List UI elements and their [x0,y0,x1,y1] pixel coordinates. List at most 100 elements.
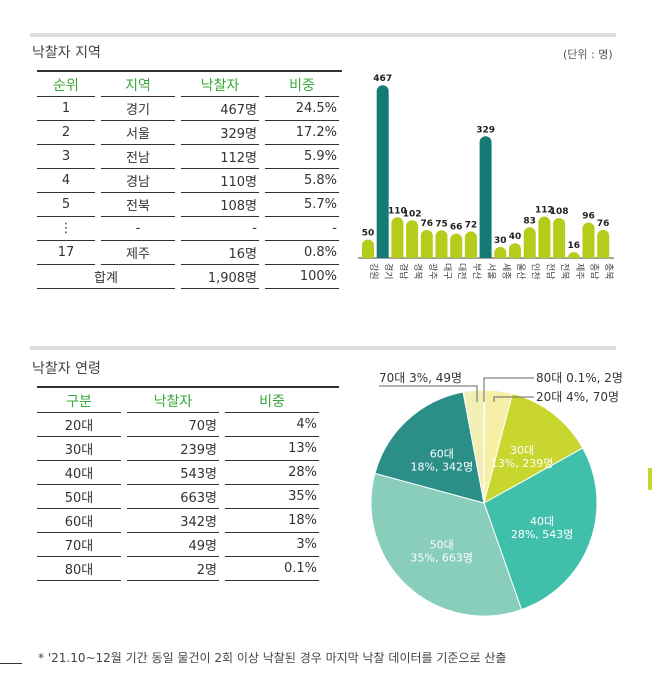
x-tick-label: 대전 [456,263,467,280]
table-cell: 35% [225,485,319,509]
x-tick-label: 충북 [603,263,614,280]
pie-label-30대: 30대 13%, 239명 [491,444,554,470]
x-tick-label: 전남 [544,263,555,280]
bar-충북 [597,229,610,258]
bar-광주 [420,229,433,258]
x-tick-label: 경북 [412,263,424,280]
table-row: 1 경기 467명 24.5% [37,97,339,121]
x-tick-label: 울산 [515,263,526,280]
bar-전북 [553,218,566,258]
table-cell: 543명 [127,461,219,485]
x-tick-label: 전북 [559,263,570,280]
total-row: 합계 1,908명 100% [37,265,339,289]
pie-slice-60대 [374,391,485,504]
table-cell: 3% [225,533,319,557]
pie-callout-70대: 70대 3%, 49명 [379,371,462,385]
table-cell: 전남 [101,145,175,169]
bar-강원 [362,239,374,258]
table-cell: 663명 [127,485,219,509]
bar-value-label: 16 [568,241,581,251]
table-row: 80대 2명 0.1% [37,557,319,581]
pie-slice-30대 [483,393,584,505]
x-tick-label: 광주 [427,263,439,280]
table-cell: 70명 [127,413,219,437]
pie-slice-40대 [483,447,598,611]
table-cell: ⋮ [37,217,95,241]
callout-line [493,396,534,402]
table-row: 60대 342명 18% [37,509,319,533]
table-cell: 4% [225,413,319,437]
bar-전남 [538,216,551,258]
column-header: 순위 [37,73,95,97]
table-cell: 17.2% [265,121,339,145]
table-cell: 467명 [181,97,259,121]
x-tick-label: 부산 [471,263,482,280]
table-cell: 제주 [101,241,175,265]
table-cell: 342명 [127,509,219,533]
table-cell: 239명 [127,437,219,461]
bar-value-label: 30 [494,236,507,246]
bar-value-label: 83 [523,216,536,226]
region-table: 순위 지역 낙찰자 비중 1 경기 467명 24.5% 2 서울 329명 17.2% 3 전남 112명… [31,73,345,289]
table-cell: 24.5% [265,97,339,121]
table-cell: 4 [37,169,95,193]
table-cell: 서울 [101,121,175,145]
bar-울산 [509,243,521,258]
bar-value-label: 108 [550,207,569,217]
table-cell: 5.8% [265,169,339,193]
table-row: 4 경남 110명 5.8% [37,169,339,193]
column-header: 비중 [265,73,339,97]
bar-value-label: 96 [582,211,595,221]
bar-value-label: 76 [597,219,610,229]
table-cell: 5.7% [265,193,339,217]
bar-value-label: 329 [476,125,495,135]
column-header: 낙찰자 [181,73,259,97]
total-count: 1,908명 [181,265,259,289]
bar-제주 [567,252,580,259]
x-tick-label: 충남 [589,263,600,280]
table-cell: 49명 [127,533,219,557]
table-cell: 5 [37,193,95,217]
bar-value-label: 72 [465,220,478,230]
pie-label-40대: 40대 28%, 543명 [511,515,574,541]
table-cell: 경남 [101,169,175,193]
table-cell: 전북 [101,193,175,217]
x-tick-label: 강원 [368,263,379,280]
x-tick-label: 세종 [500,263,511,280]
age-table-top-rule [37,386,339,388]
pie-label-50대: 50대 35%, 663명 [410,539,473,565]
pie-callout-20대: 20대 4%, 70명 [536,390,619,404]
bar-value-label: 75 [435,219,448,229]
bar-경남 [391,217,404,258]
bar-value-label: 66 [450,223,463,233]
table-cell: 80대 [37,557,121,581]
table-row: 2 서울 329명 17.2% [37,121,339,145]
region-title: 낙찰자 지역 [32,45,101,61]
table-cell: 20대 [37,413,121,437]
callout-line [379,385,478,402]
bar-value-label: 50 [362,229,375,239]
table-cell: 70대 [37,533,121,557]
table-cell: 0.8% [265,241,339,265]
x-tick-label: 경기 [383,263,395,280]
bar-대전 [450,233,463,258]
footnote: * '21.10~12월 기간 동일 물건이 2회 이상 낙찰된 경우 마지막 … [38,651,507,665]
table-cell: 60대 [37,509,121,533]
table-cell: 16명 [181,241,259,265]
table-cell: 경기 [101,97,175,121]
column-header: 구분 [37,389,121,413]
table-row: 70대 49명 3% [37,533,319,557]
table-row: 5 전북 108명 5.7% [37,193,339,217]
bar-충남 [582,222,595,258]
bar-value-label: 40 [509,232,522,242]
x-tick-label: 경남 [397,263,409,280]
table-cell: 329명 [181,121,259,145]
table-cell: 108명 [181,193,259,217]
table-row: 20대 70명 4% [37,413,319,437]
x-tick-label: 제주 [574,263,585,280]
table-row: 50대 663명 35% [37,485,319,509]
x-tick-label: 서울 [486,263,497,280]
age-title: 낙찰자 연령 [32,361,101,377]
table-cell: - [101,217,175,241]
